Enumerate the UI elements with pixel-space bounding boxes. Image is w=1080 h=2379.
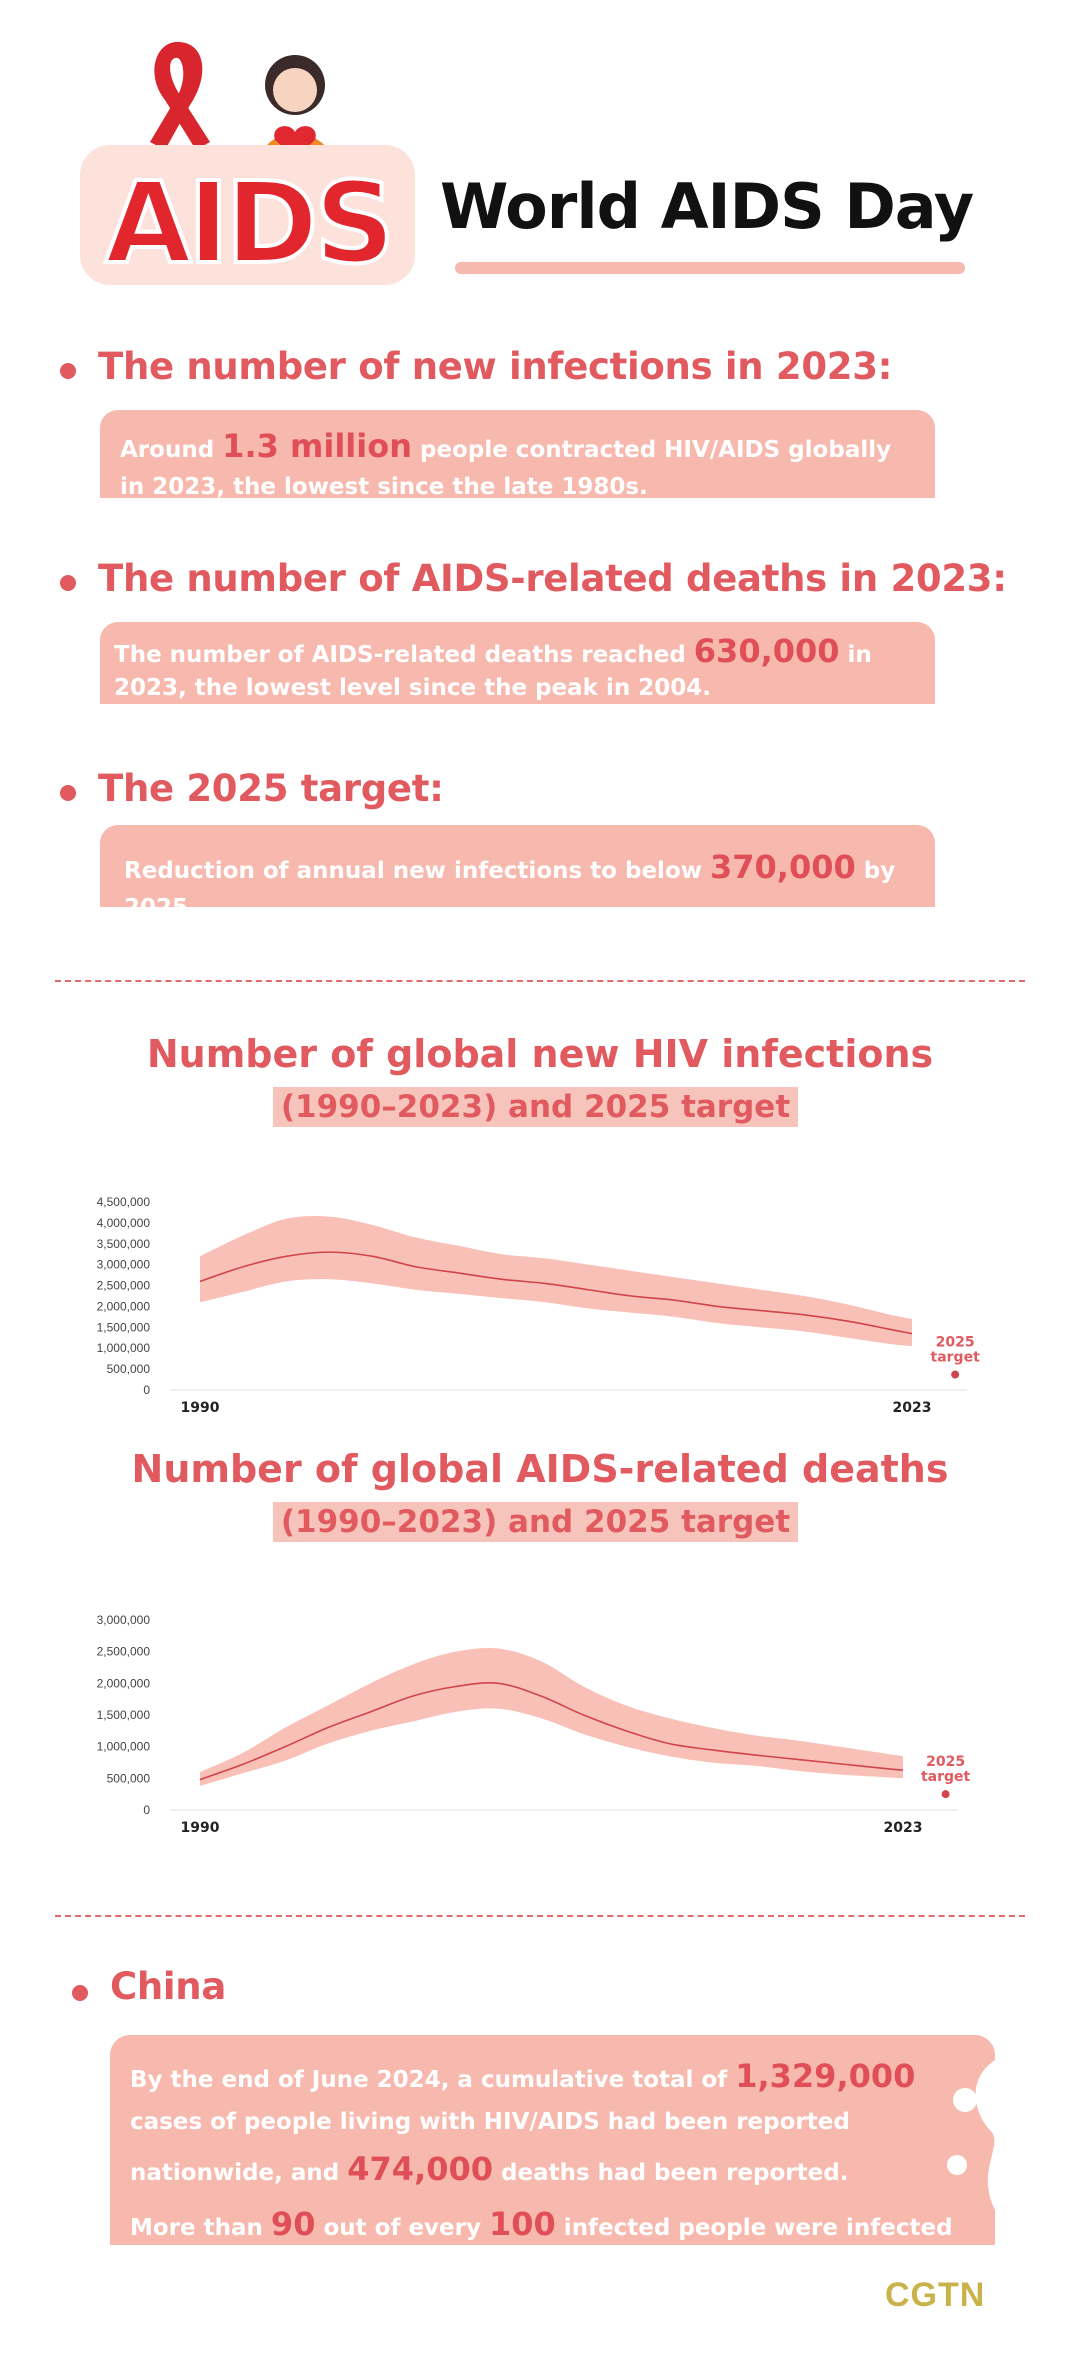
info-box-new-infections: Around 1.3 million people contracted HIV… bbox=[100, 410, 935, 500]
figure-cumulative-cases: 1,329,000 bbox=[735, 2057, 916, 2095]
figure-new-infections: 1.3 million bbox=[222, 427, 412, 465]
heading-china: China bbox=[110, 1965, 226, 2008]
target-point bbox=[951, 1370, 960, 1379]
info-box-target: Reduction of annual new infections to be… bbox=[100, 825, 935, 921]
info-box-deaths: The number of AIDS-related deaths reache… bbox=[100, 622, 935, 704]
bullet-dot bbox=[60, 363, 76, 379]
estimate-line bbox=[199, 1251, 913, 1335]
figure-ninety: 90 bbox=[270, 2204, 316, 2243]
cgtn-logo: CGTN bbox=[885, 2276, 986, 2314]
decorative-wave-icon bbox=[935, 2060, 1005, 2210]
bullet-dot bbox=[60, 575, 76, 591]
target-label: 2025 bbox=[926, 1754, 965, 1770]
heading-deaths: The number of AIDS-related deaths in 202… bbox=[98, 557, 1007, 600]
x-tick-label: 2023 bbox=[893, 1400, 932, 1416]
y-tick-label: 500,000 bbox=[107, 1771, 151, 1785]
page-title: World AIDS Day bbox=[440, 170, 974, 243]
x-tick-label: 1990 bbox=[181, 1820, 220, 1836]
y-tick-label: 4,500,000 bbox=[97, 1195, 151, 1209]
aids-logo: AIDS bbox=[70, 30, 430, 291]
y-tick-label: 2,500,000 bbox=[97, 1279, 151, 1293]
red-ribbon-icon bbox=[150, 41, 210, 150]
info-box-china: By the end of June 2024, a cumulative to… bbox=[110, 2035, 995, 2283]
chart1-subtitle: (1990–2023) and 2025 target bbox=[273, 1087, 798, 1127]
title-underline bbox=[455, 262, 965, 274]
y-tick-label: 1,000,000 bbox=[97, 1740, 151, 1754]
target-label: target bbox=[921, 1769, 971, 1785]
section-divider bbox=[55, 1915, 1025, 1917]
figure-deaths: 630,000 bbox=[693, 632, 840, 670]
logo-text: AIDS bbox=[105, 159, 391, 289]
uncertainty-band bbox=[200, 1647, 903, 1786]
y-tick-label: 3,000,000 bbox=[97, 1258, 151, 1272]
deaths-chart: 0 500,000 1,000,000 1,500,000 2,000,000 2,500… bbox=[0, 1610, 1080, 1840]
y-tick-label: 1,500,000 bbox=[97, 1708, 151, 1722]
x-tick-label: 2023 bbox=[884, 1820, 923, 1836]
target-point bbox=[941, 1790, 950, 1799]
y-tick-label: 2,500,000 bbox=[97, 1645, 151, 1659]
section-divider bbox=[55, 980, 1025, 982]
figure-hundred: 100 bbox=[489, 2204, 556, 2243]
y-tick-label: 4,000,000 bbox=[97, 1216, 151, 1230]
figure-china-deaths: 474,000 bbox=[347, 2150, 494, 2189]
y-tick-label: 500,000 bbox=[107, 1362, 151, 1376]
y-tick-label: 3,500,000 bbox=[97, 1237, 151, 1251]
figure-target: 370,000 bbox=[710, 848, 856, 886]
x-tick-label: 1990 bbox=[181, 1400, 220, 1416]
y-tick-label: 1,500,000 bbox=[97, 1320, 151, 1334]
target-label: 2025 bbox=[936, 1335, 975, 1351]
bullet-dot bbox=[60, 785, 76, 801]
estimate-line bbox=[199, 1682, 904, 1781]
y-tick-label: 1,000,000 bbox=[97, 1341, 151, 1355]
chart1-title: Number of global new HIV infections bbox=[146, 1032, 934, 1076]
y-tick-label: 2,000,000 bbox=[97, 1676, 151, 1690]
heading-new-infections: The number of new infections in 2023: bbox=[98, 345, 893, 388]
y-tick-label: 2,000,000 bbox=[97, 1299, 151, 1313]
heading-target: The 2025 target: bbox=[98, 767, 444, 810]
new-infections-chart: 0 500,000 1,000,000 1,500,000 2,000,000 2,500… bbox=[0, 1190, 1080, 1420]
bullet-dot bbox=[72, 1985, 88, 2001]
target-label: target bbox=[931, 1350, 981, 1366]
chart2-subtitle: (1990–2023) and 2025 target bbox=[273, 1502, 798, 1542]
chart2-title: Number of global AIDS-related deaths bbox=[131, 1447, 949, 1491]
y-tick-label: 0 bbox=[143, 1383, 150, 1397]
person-illustration-icon bbox=[260, 55, 332, 160]
y-tick-label: 0 bbox=[143, 1803, 150, 1817]
y-tick-label: 3,000,000 bbox=[97, 1613, 151, 1627]
uncertainty-band bbox=[200, 1215, 912, 1347]
